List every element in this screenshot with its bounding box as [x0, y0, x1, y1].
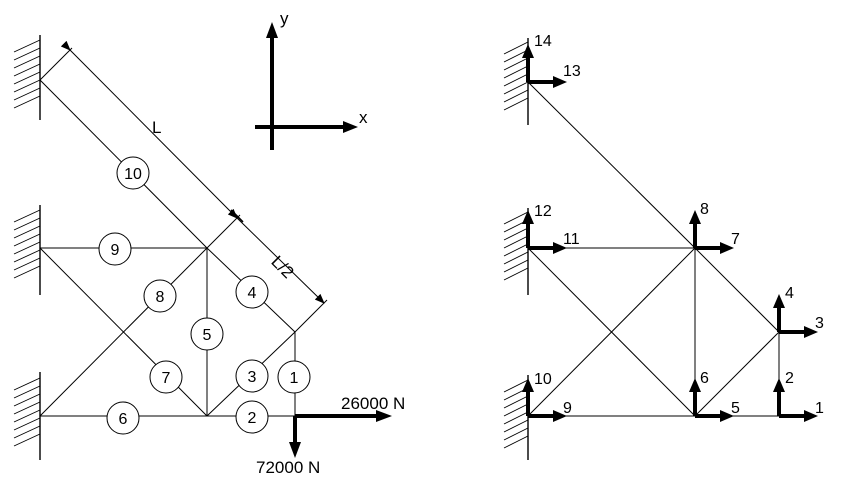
dof-number-8: 8: [700, 201, 709, 218]
dof-number-6: 6: [700, 370, 709, 387]
right-supports: [503, 38, 529, 460]
svg-text:4: 4: [248, 285, 257, 302]
element-number-8: 8: [143, 279, 177, 313]
applied-loads: 26000 N 72000 N: [256, 394, 405, 477]
coordinate-axes: y x: [255, 9, 368, 150]
element-number-10: 10: [116, 156, 150, 190]
svg-text:8: 8: [156, 289, 165, 306]
element-number-2: 2: [235, 400, 269, 434]
dof-support-top: [503, 38, 529, 125]
fixed-support-bottom: [13, 372, 41, 460]
left-supports: [13, 35, 41, 460]
svg-text:1: 1: [290, 370, 299, 387]
element-number-3: 3: [235, 359, 269, 393]
svg-text:5: 5: [203, 327, 212, 344]
dof-number-11: 11: [563, 231, 580, 248]
element-number-1: 1: [277, 360, 311, 394]
y-axis-label: y: [280, 9, 289, 28]
svg-text:7: 7: [162, 370, 171, 387]
dimension-L-half-label: L/2: [267, 252, 297, 282]
svg-text:9: 9: [111, 242, 120, 259]
svg-text:3: 3: [248, 369, 257, 386]
element-number-6: 6: [106, 401, 140, 435]
element-number-9: 9: [98, 232, 132, 266]
dimension-L-half: L/2: [236, 217, 328, 333]
dof-number-13: 13: [563, 63, 581, 80]
element-number-7: 7: [149, 360, 183, 394]
member-7-line: [39, 247, 208, 417]
fixed-support-top: [13, 35, 41, 120]
dof-number-5: 5: [731, 400, 740, 417]
vertical-load-label: 72000 N: [256, 458, 320, 477]
element-numbers: 10 9 8 7 6 5 4 3: [98, 156, 311, 435]
horizontal-load-label: 26000 N: [341, 394, 405, 413]
element-number-4: 4: [235, 275, 269, 309]
dof-number-14: 14: [534, 33, 552, 50]
dof-number-2: 2: [785, 370, 794, 387]
fixed-support-middle: [13, 205, 41, 295]
x-axis-label: x: [359, 108, 368, 127]
dof-number-3: 3: [815, 315, 824, 332]
dof-number-10: 10: [534, 371, 552, 388]
element-number-5: 5: [190, 317, 224, 351]
dof-numbers: 14 13 12 11 10 9 8 7 6 5 4 3 2 1: [534, 33, 824, 417]
dof-number-1: 1: [815, 400, 824, 417]
svg-text:10: 10: [124, 166, 142, 183]
dof-number-9: 9: [563, 400, 572, 417]
dimension-L: L: [39, 40, 244, 249]
dof-number-7: 7: [731, 231, 740, 248]
dof-arrows: [522, 44, 818, 422]
right-truss-members: [527, 81, 780, 417]
svg-text:2: 2: [248, 410, 257, 427]
dimension-L-label: L: [152, 118, 161, 137]
svg-text:6: 6: [119, 411, 128, 428]
dof-number-12: 12: [534, 203, 552, 220]
dof-number-4: 4: [785, 285, 794, 302]
